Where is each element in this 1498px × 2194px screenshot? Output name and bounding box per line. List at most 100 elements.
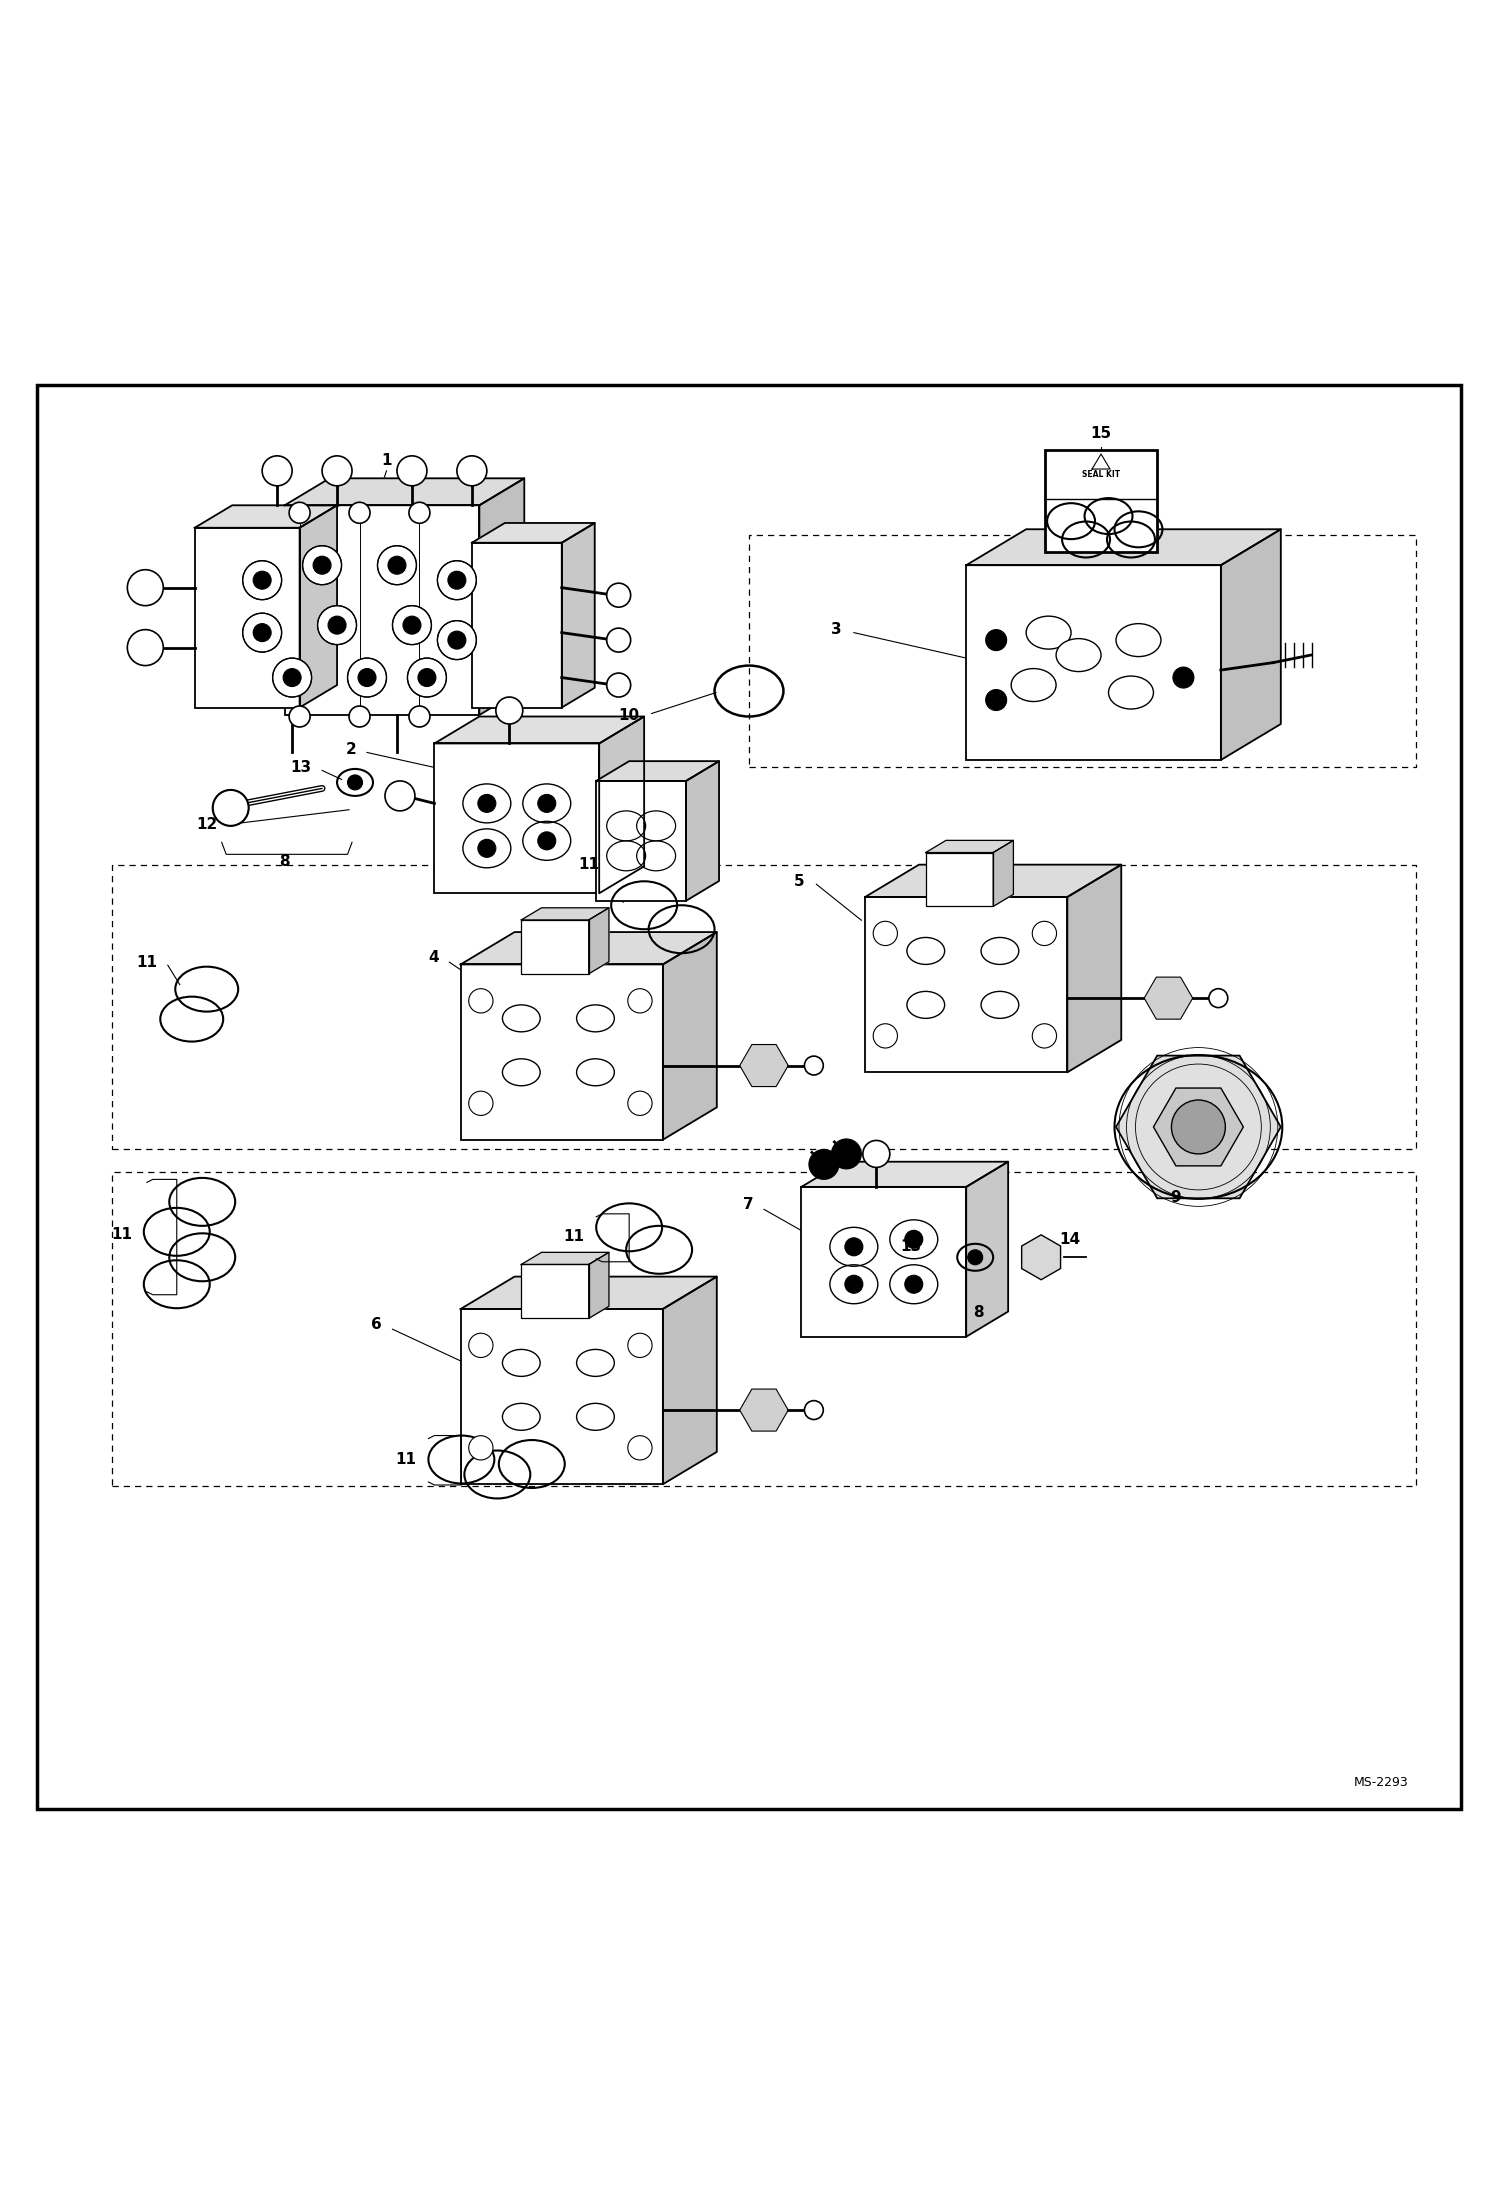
Ellipse shape	[1109, 676, 1153, 709]
Circle shape	[1032, 921, 1056, 946]
Polygon shape	[686, 761, 719, 902]
Bar	[521, 1264, 589, 1319]
Polygon shape	[866, 864, 1121, 897]
Circle shape	[873, 921, 897, 946]
Bar	[1046, 450, 1156, 551]
Circle shape	[403, 617, 421, 634]
Circle shape	[392, 606, 431, 645]
Circle shape	[863, 1141, 890, 1167]
Circle shape	[845, 1237, 863, 1255]
Bar	[866, 897, 1067, 1073]
Text: 11: 11	[111, 1226, 132, 1242]
Circle shape	[349, 706, 370, 726]
Text: 11: 11	[395, 1452, 416, 1468]
Circle shape	[804, 1055, 824, 1075]
Circle shape	[243, 562, 282, 599]
Polygon shape	[562, 522, 595, 706]
Text: 10: 10	[619, 706, 640, 722]
Polygon shape	[993, 840, 1013, 906]
Polygon shape	[966, 1161, 1008, 1336]
Polygon shape	[589, 1253, 608, 1319]
Ellipse shape	[502, 1005, 541, 1031]
Ellipse shape	[1026, 617, 1071, 649]
Circle shape	[457, 456, 487, 485]
Circle shape	[418, 669, 436, 687]
Ellipse shape	[577, 1060, 614, 1086]
Circle shape	[328, 617, 346, 634]
Circle shape	[348, 774, 363, 790]
Ellipse shape	[1011, 669, 1056, 702]
Circle shape	[628, 1334, 652, 1358]
Circle shape	[804, 1400, 824, 1420]
Circle shape	[469, 1435, 493, 1459]
Bar	[596, 781, 686, 902]
Polygon shape	[472, 522, 595, 542]
Circle shape	[986, 630, 1007, 652]
Circle shape	[1171, 1099, 1225, 1154]
Text: SEAL KIT: SEAL KIT	[1082, 470, 1121, 478]
Circle shape	[358, 669, 376, 687]
Polygon shape	[300, 505, 337, 706]
Circle shape	[313, 557, 331, 575]
Polygon shape	[801, 1161, 1008, 1187]
Polygon shape	[926, 840, 1013, 853]
Text: 14: 14	[1059, 1231, 1080, 1246]
Circle shape	[322, 456, 352, 485]
Text: MS-2293: MS-2293	[1353, 1777, 1408, 1788]
Polygon shape	[589, 908, 608, 974]
Text: 13: 13	[291, 759, 312, 774]
Circle shape	[845, 1275, 863, 1292]
Circle shape	[273, 658, 312, 698]
Circle shape	[262, 456, 292, 485]
Circle shape	[538, 832, 556, 849]
Ellipse shape	[1116, 623, 1161, 656]
Text: 7: 7	[743, 1198, 753, 1213]
Ellipse shape	[906, 937, 945, 965]
Bar	[472, 542, 562, 706]
Text: 6: 6	[372, 1316, 382, 1332]
Circle shape	[469, 1090, 493, 1115]
Ellipse shape	[1056, 638, 1101, 671]
Circle shape	[469, 989, 493, 1014]
Ellipse shape	[502, 1404, 541, 1430]
Polygon shape	[1067, 864, 1121, 1073]
Circle shape	[1173, 667, 1194, 689]
Circle shape	[127, 570, 163, 606]
Circle shape	[289, 706, 310, 726]
Circle shape	[628, 989, 652, 1014]
Polygon shape	[662, 932, 716, 1139]
Text: 15: 15	[1091, 426, 1112, 441]
Text: 4: 4	[428, 950, 439, 965]
Polygon shape	[434, 717, 644, 744]
Polygon shape	[461, 1277, 716, 1310]
Circle shape	[349, 502, 370, 522]
Bar	[434, 744, 599, 893]
Bar	[801, 1187, 966, 1336]
Circle shape	[968, 1251, 983, 1264]
Circle shape	[407, 658, 446, 698]
Circle shape	[437, 562, 476, 599]
Circle shape	[538, 794, 556, 812]
Circle shape	[448, 570, 466, 590]
Circle shape	[388, 557, 406, 575]
Circle shape	[283, 669, 301, 687]
Text: 1: 1	[380, 452, 392, 467]
Bar	[285, 505, 479, 715]
Circle shape	[213, 790, 249, 825]
Circle shape	[905, 1231, 923, 1248]
Circle shape	[289, 502, 310, 522]
Circle shape	[628, 1435, 652, 1459]
Circle shape	[628, 1090, 652, 1115]
Polygon shape	[966, 529, 1281, 566]
Ellipse shape	[502, 1349, 541, 1376]
Polygon shape	[521, 908, 608, 919]
Text: 2: 2	[346, 742, 357, 757]
Polygon shape	[195, 505, 337, 529]
Circle shape	[318, 606, 357, 645]
Circle shape	[243, 612, 282, 652]
Polygon shape	[1221, 529, 1281, 759]
Bar	[966, 566, 1221, 759]
Circle shape	[873, 1025, 897, 1049]
Circle shape	[478, 794, 496, 812]
Circle shape	[607, 674, 631, 698]
